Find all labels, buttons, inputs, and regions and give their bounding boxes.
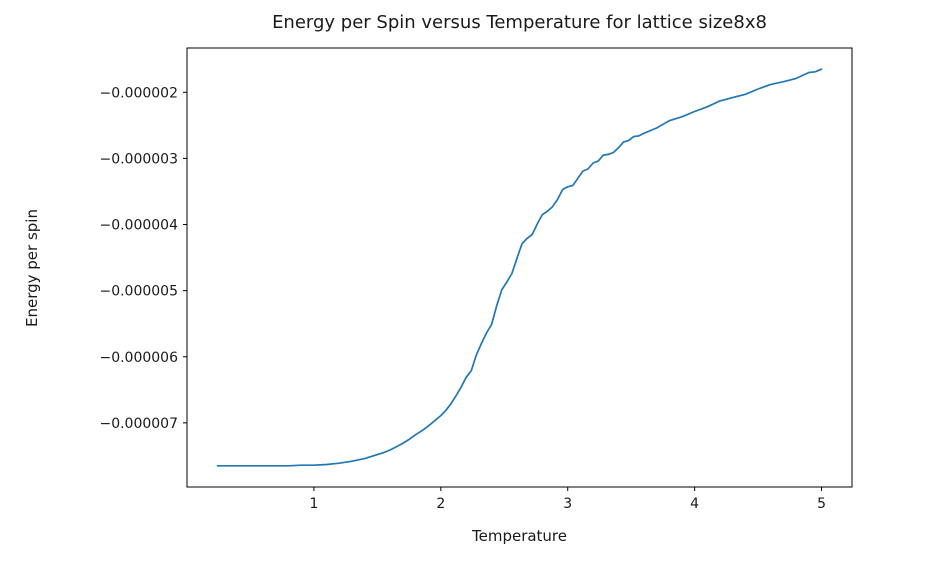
x-tick-label: 1 [309,496,318,512]
x-axis-label: Temperature [471,527,568,545]
y-axis-label: Energy per spin [23,209,41,327]
plot-border [186,47,853,488]
y-tick-label: −0.000002 [99,85,178,101]
x-tick-label: 5 [817,496,826,512]
plot-area [187,48,852,487]
y-tick-label: −0.000006 [99,350,178,366]
y-tick-label: −0.000004 [99,218,178,234]
x-tick-label: 2 [436,496,445,512]
x-tick-label: 3 [563,496,572,512]
y-tick-label: −0.000005 [99,284,178,300]
y-tick-label: −0.000003 [99,151,178,167]
energy-line [216,68,823,467]
x-tick-label: 4 [690,496,699,512]
chart-title: Energy per Spin versus Temperature for l… [272,12,767,33]
y-tick-label: −0.000007 [99,416,178,432]
